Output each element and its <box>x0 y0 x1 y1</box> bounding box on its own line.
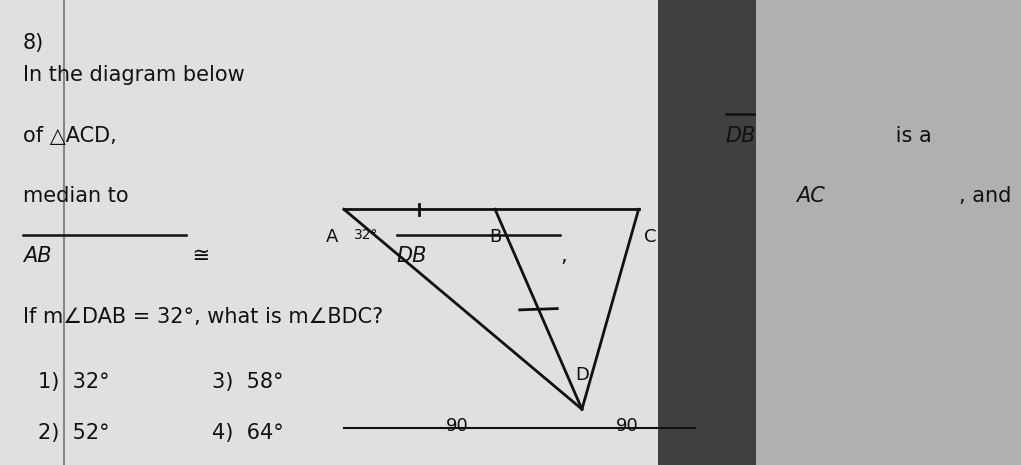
Text: DB: DB <box>726 126 756 146</box>
Text: 4)  64°: 4) 64° <box>211 423 284 443</box>
Text: median to: median to <box>22 186 142 206</box>
Text: DB: DB <box>397 246 427 266</box>
Text: 90: 90 <box>446 417 469 435</box>
Text: ≅: ≅ <box>186 246 216 266</box>
Text: 8): 8) <box>22 33 44 53</box>
Text: is a: is a <box>889 126 931 146</box>
Text: AB: AB <box>22 246 51 266</box>
Text: In the diagram below: In the diagram below <box>22 65 244 85</box>
Text: ,: , <box>561 246 567 266</box>
Text: 90: 90 <box>616 417 639 435</box>
Text: 3)  58°: 3) 58° <box>211 372 283 392</box>
Text: 2)  52°: 2) 52° <box>38 423 109 443</box>
Text: A: A <box>327 228 339 246</box>
Text: of △ACD,: of △ACD, <box>22 126 130 146</box>
Text: C: C <box>643 228 657 246</box>
FancyBboxPatch shape <box>658 0 756 465</box>
Text: AC: AC <box>795 186 825 206</box>
Text: 32°: 32° <box>353 228 378 242</box>
FancyBboxPatch shape <box>0 0 658 465</box>
Text: 1)  32°: 1) 32° <box>38 372 109 392</box>
Text: D: D <box>575 365 589 384</box>
Text: B: B <box>489 228 501 246</box>
Text: If m∠DAB = 32°, what is m∠BDC?: If m∠DAB = 32°, what is m∠BDC? <box>22 307 383 327</box>
Text: , and: , and <box>959 186 1012 206</box>
